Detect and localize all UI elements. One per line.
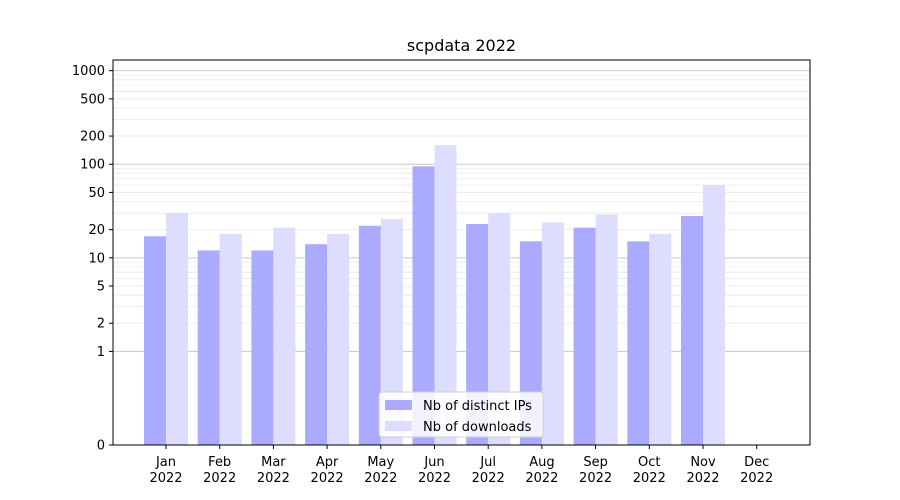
bar-downloads bbox=[273, 227, 296, 445]
y-tick-label: 1000 bbox=[72, 64, 105, 79]
x-tick-label: Nov 2022 bbox=[686, 455, 719, 486]
bar-distinct-ips bbox=[305, 244, 328, 445]
bar-distinct-ips bbox=[251, 250, 274, 445]
x-tick-label: Dec 2022 bbox=[740, 455, 773, 486]
y-tick-label: 5 bbox=[97, 280, 105, 295]
bar-downloads bbox=[595, 214, 618, 445]
bar-distinct-ips bbox=[197, 250, 220, 445]
bar-downloads bbox=[327, 233, 350, 445]
x-tick-label: Jan 2022 bbox=[149, 455, 182, 486]
legend-box bbox=[378, 391, 544, 438]
bar-downloads bbox=[703, 185, 725, 445]
y-tick-label: 100 bbox=[80, 158, 105, 173]
plot-frame bbox=[112, 59, 811, 446]
x-axis: Jan 2022 Feb 2022 Mar 2022 Apr 2022 May 2022 Jun 20… bbox=[149, 445, 773, 486]
bar-distinct-ips bbox=[358, 225, 381, 445]
bar-downloads bbox=[488, 213, 511, 445]
y-axis: 0 1 2 5 10 20 50 100 200 500 1000 bbox=[72, 64, 113, 454]
x-tick-label: Apr 2022 bbox=[311, 455, 344, 486]
x-tick-label: Feb 2022 bbox=[203, 455, 236, 486]
y-tick-label: 20 bbox=[88, 223, 105, 238]
x-tick-label: Sep 2022 bbox=[579, 455, 612, 486]
bar-distinct-ips bbox=[573, 227, 596, 445]
bar-downloads bbox=[219, 233, 242, 445]
legend-swatch bbox=[385, 421, 412, 431]
bar-distinct-ips bbox=[144, 236, 166, 445]
bar-distinct-ips bbox=[412, 166, 435, 445]
x-tick-label: Jun 2022 bbox=[418, 455, 451, 486]
bar-downloads bbox=[166, 213, 188, 445]
y-tick-label: 0 bbox=[97, 439, 105, 454]
y-tick-label: 1 bbox=[97, 345, 105, 360]
legend-swatch bbox=[385, 400, 412, 410]
x-tick-label: Aug 2022 bbox=[525, 455, 558, 486]
legend-label: Nb of distinct IPs bbox=[423, 399, 532, 414]
x-tick-label: Jul 2022 bbox=[472, 455, 505, 486]
bar-downloads bbox=[541, 222, 564, 445]
y-tick-label: 200 bbox=[80, 130, 105, 145]
y-tick-label: 500 bbox=[80, 92, 105, 107]
bar-distinct-ips bbox=[466, 223, 489, 445]
x-tick-label: May 2022 bbox=[364, 455, 397, 486]
legend-label: Nb of downloads bbox=[423, 420, 532, 435]
y-tick-label: 2 bbox=[97, 317, 105, 332]
bars bbox=[144, 145, 725, 445]
bar-downloads bbox=[434, 145, 457, 445]
legend: Nb of distinct IPs Nb of downloads bbox=[378, 391, 544, 438]
y-tick-label: 50 bbox=[88, 186, 105, 201]
y-tick-label: 10 bbox=[88, 251, 105, 266]
bar-downloads bbox=[380, 218, 403, 445]
bar-distinct-ips bbox=[627, 241, 650, 445]
chart-title: scpdata 2022 bbox=[407, 36, 516, 55]
bar-distinct-ips bbox=[681, 215, 703, 445]
x-tick-label: Mar 2022 bbox=[257, 455, 290, 486]
bar-downloads bbox=[649, 233, 672, 445]
x-tick-label: Oct 2022 bbox=[633, 455, 666, 486]
